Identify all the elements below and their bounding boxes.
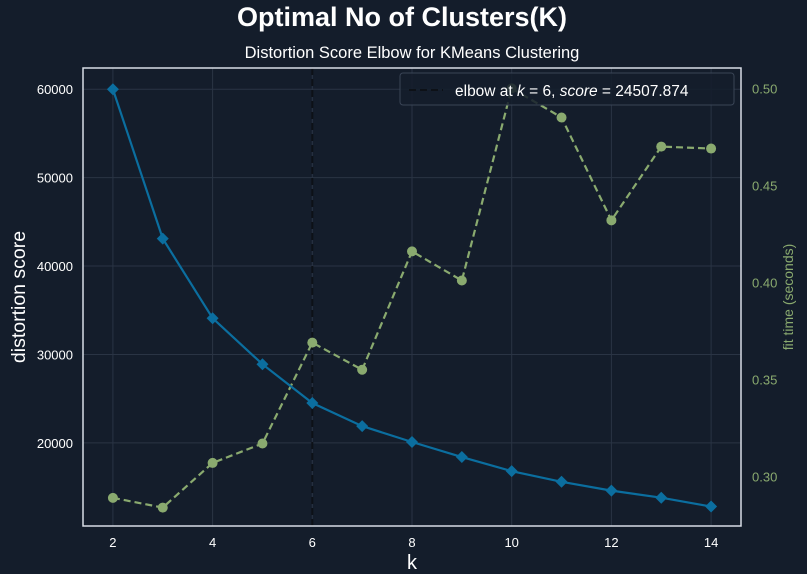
distortion-point xyxy=(555,475,568,488)
x-tick-label: 10 xyxy=(504,535,518,550)
fit-time-point xyxy=(307,337,318,348)
plot-frame xyxy=(82,67,742,527)
y2-tick-label: 0.40 xyxy=(752,275,777,290)
legend: elbow at k = 6, score = 24507.874 xyxy=(399,72,735,106)
distortion-point xyxy=(206,312,219,325)
y-tick-label: 50000 xyxy=(37,171,73,186)
x-tick-label: 4 xyxy=(209,535,216,550)
x-tick-label: 2 xyxy=(109,535,116,550)
fit-time-point xyxy=(656,141,667,152)
fit-time-point xyxy=(207,457,218,468)
y-tick-label: 60000 xyxy=(37,82,73,97)
fit-time-point xyxy=(107,492,118,503)
x-tick-label: 6 xyxy=(309,535,316,550)
fit-time-point xyxy=(157,502,168,513)
y2-tick-label: 0.50 xyxy=(752,81,777,96)
grid xyxy=(83,68,741,526)
y-ticks: 20000 30000 40000 50000 60000 xyxy=(37,82,73,451)
distortion-point xyxy=(505,465,518,478)
fit-time-point xyxy=(257,438,268,449)
distortion-point xyxy=(705,500,718,513)
y-tick-label: 30000 xyxy=(37,347,73,362)
distortion-point xyxy=(156,232,169,245)
fit-time-point xyxy=(357,364,368,375)
fit-time-point xyxy=(706,143,717,154)
distortion-point xyxy=(455,451,468,464)
distortion-point xyxy=(356,420,369,433)
legend-box xyxy=(399,72,735,106)
fit-time-point xyxy=(407,246,417,257)
legend-elbow-label: elbow at k = 6, score = 24507.874 xyxy=(455,83,689,100)
x-axis-label: k xyxy=(407,552,418,574)
y-tick-label: 40000 xyxy=(37,259,73,274)
distortion-point xyxy=(106,83,119,96)
y2-tick-label: 0.45 xyxy=(752,178,777,193)
x-tick-label: 8 xyxy=(408,535,415,550)
distortion-point xyxy=(306,397,319,410)
distortion-point xyxy=(256,358,269,371)
fit-time-point xyxy=(606,215,617,226)
y-tick-label: 20000 xyxy=(37,436,73,451)
distortion-point xyxy=(605,484,618,497)
distortion-series xyxy=(106,83,718,513)
figure-title: Optimal No of Clusters(K) xyxy=(237,2,567,32)
y2-tick-label: 0.30 xyxy=(752,470,777,485)
fit-time-point xyxy=(556,112,567,123)
y2-axis-label: fit time (seconds) xyxy=(780,244,796,351)
fit-time-point xyxy=(456,275,467,286)
x-ticks: 2 4 6 8 10 12 14 xyxy=(109,535,718,550)
distortion-point xyxy=(655,491,668,504)
chart-title: Distortion Score Elbow for KMeans Cluste… xyxy=(245,44,580,62)
y2-tick-label: 0.35 xyxy=(752,372,777,387)
y-axis-label: distortion score xyxy=(8,231,30,363)
distortion-point xyxy=(406,436,418,449)
x-tick-label: 14 xyxy=(704,535,718,550)
y2-ticks: 0.30 0.35 0.40 0.45 0.50 xyxy=(752,81,777,484)
x-tick-label: 12 xyxy=(604,535,618,550)
